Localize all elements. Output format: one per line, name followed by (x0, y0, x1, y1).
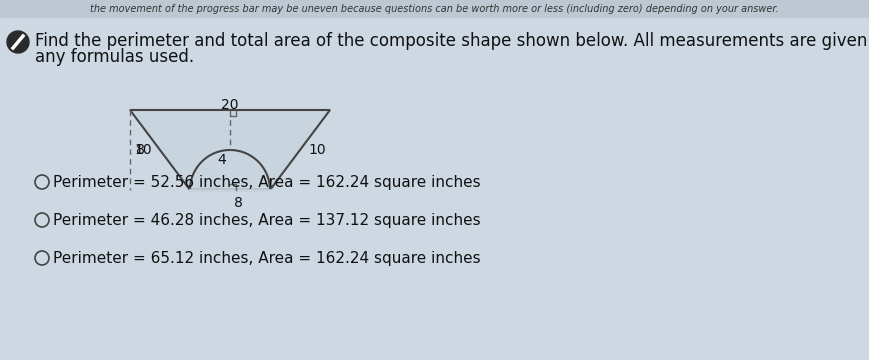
Text: 10: 10 (135, 143, 152, 157)
Text: any formulas used.: any formulas used. (35, 48, 194, 66)
Text: Perimeter = 46.28 inches, Area = 137.12 square inches: Perimeter = 46.28 inches, Area = 137.12 … (53, 212, 481, 228)
Text: Find the perimeter and total area of the composite shape shown below. All measur: Find the perimeter and total area of the… (35, 32, 869, 50)
Circle shape (7, 31, 29, 53)
Text: 8: 8 (234, 196, 242, 210)
Text: 8: 8 (136, 143, 145, 157)
Text: 20: 20 (222, 98, 239, 112)
Text: the movement of the progress bar may be uneven because questions can be worth mo: the movement of the progress bar may be … (90, 4, 779, 14)
Text: Perimeter = 65.12 inches, Area = 162.24 square inches: Perimeter = 65.12 inches, Area = 162.24 … (53, 251, 481, 266)
Polygon shape (130, 110, 330, 190)
Polygon shape (190, 150, 270, 190)
Text: 4: 4 (217, 153, 226, 167)
Text: 10: 10 (308, 143, 326, 157)
FancyBboxPatch shape (0, 0, 869, 18)
Text: Perimeter = 52.56 inches, Area = 162.24 square inches: Perimeter = 52.56 inches, Area = 162.24 … (53, 175, 481, 189)
